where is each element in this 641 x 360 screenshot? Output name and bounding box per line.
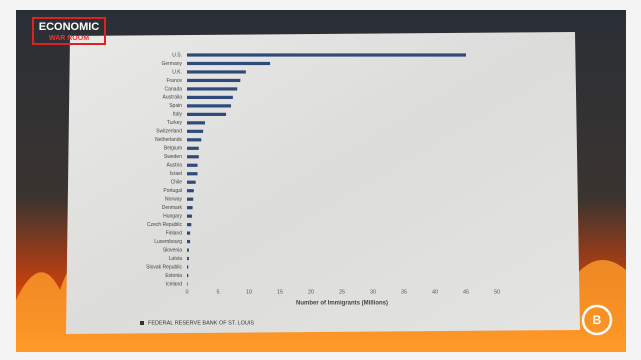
bar [187,248,189,252]
bar [187,129,204,133]
bar [187,189,194,193]
source-bullet [140,321,144,325]
y-tick-label: Czech Republic [147,222,183,228]
x-tick-label: 0 [185,289,188,295]
x-tick-label: 10 [246,289,252,295]
source: FEDERAL RESERVE BANK OF ST. LOUIS [148,320,254,326]
bar [187,197,194,201]
bar [187,53,466,57]
y-tick-label: Austria [166,163,182,169]
paper [66,32,580,334]
bar [187,172,198,176]
bar [187,180,196,184]
bar [187,78,241,83]
y-tick-label: Belgium [164,146,182,152]
y-tick-label: Spain [169,103,182,109]
y-tick-label: Slovenia [163,247,182,253]
y-tick-label: Portugal [163,188,182,194]
bar [187,273,189,278]
bar [187,95,233,100]
bar [187,231,191,235]
x-tick-label: 20 [308,289,314,295]
y-tick-label: Latvia [169,256,183,262]
y-tick-label: Estonia [165,273,182,279]
channel-logo [581,304,613,336]
y-tick-label: Iceland [166,281,182,287]
x-tick-label: 35 [401,289,407,295]
logo-text: ECONOMIC [39,21,100,33]
bar [187,155,199,159]
y-tick-label: Denmark [162,205,183,211]
bar [187,223,192,227]
bar [187,256,189,261]
y-tick-label: Luxembourg [154,239,182,245]
x-tick-label: 50 [494,289,500,295]
y-tick-label: U.K. [172,69,182,75]
x-axis-label: Number of Immigrants (Millions) [296,301,388,307]
bar [187,163,198,167]
x-tick-label: 30 [370,289,376,295]
bar [187,138,202,142]
y-tick-label: Sweden [164,154,182,160]
y-tick-label: Norway [165,197,182,203]
y-tick-label: Italy [173,112,183,118]
bar [187,61,271,66]
bar [187,146,199,150]
logo-box [32,17,106,45]
y-tick-label: Finland [166,230,183,236]
x-tick-label: 45 [463,289,469,295]
y-tick-label: Germany [161,61,182,67]
y-tick-label: Turkey [167,120,183,126]
bar [187,282,188,286]
bar [187,112,227,116]
y-tick-label: Canada [164,86,182,92]
bar [187,87,238,91]
logo-text: WAR ROOM [49,35,89,42]
channel-logo-mark: B [593,313,602,327]
bar [187,214,192,218]
y-tick-label: France [166,78,182,84]
x-tick-label: 25 [339,289,345,295]
x-tick-label: 40 [432,289,438,295]
y-tick-label: Israel [170,171,182,177]
y-tick-label: Netherlands [155,137,182,143]
y-tick-label: Slovak Republic [146,264,182,270]
y-tick-label: U.S. [172,52,182,58]
bar [187,104,232,108]
bar [187,239,191,244]
y-tick-label: Australia [163,95,183,101]
bar [187,70,246,74]
bar [187,206,193,210]
bar [187,265,189,269]
y-tick-label: Chile [171,180,183,186]
x-tick-label: 15 [277,289,283,295]
bar [187,121,205,125]
x-tick-label: 5 [216,289,219,295]
y-tick-label: Switzerland [156,129,182,135]
y-tick-label: Hungary [163,213,182,219]
